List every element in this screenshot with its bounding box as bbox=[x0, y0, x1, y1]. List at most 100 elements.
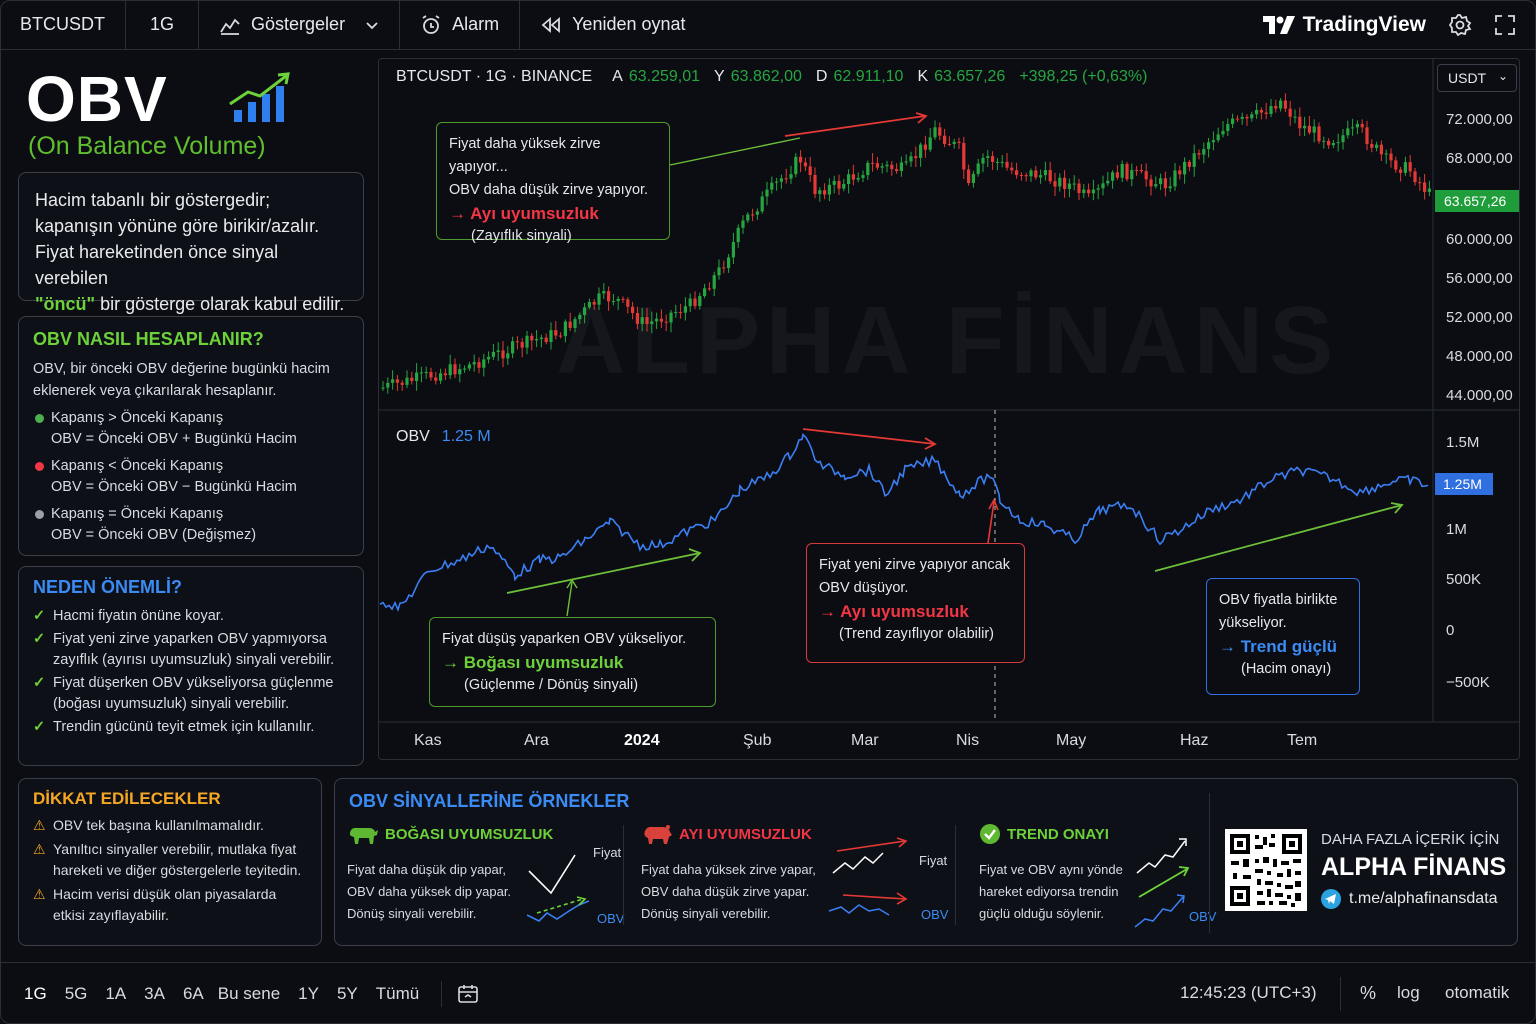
bearish-divergence-note-2: Fiyat yeni zirve yapıyor ancak OBV düşüy… bbox=[806, 543, 1025, 663]
promo-caption: DAHA FAZLA İÇERİK İÇİN bbox=[1321, 831, 1500, 848]
close-label: K bbox=[917, 68, 929, 85]
note-line: Fiyat düşüş yaparken OBV yükseliyor. bbox=[442, 631, 687, 647]
date-range-icon[interactable] bbox=[456, 983, 480, 1005]
trend-mini-chart bbox=[1134, 838, 1190, 928]
currency-label: USDT bbox=[1448, 70, 1487, 86]
note-line: Fiyat yeni zirve yapıyor ancak bbox=[819, 557, 1010, 573]
price-axis-tick: 44.000,00 bbox=[1446, 387, 1513, 404]
rule-condition: Kapanış > Önceki Kapanış bbox=[51, 410, 224, 426]
open-label: A bbox=[612, 68, 623, 85]
obv-legend-label[interactable]: OBV bbox=[396, 428, 430, 445]
obv-legend: OBV 1.25 M bbox=[396, 428, 491, 446]
replay-button[interactable]: Yeniden oynat bbox=[520, 0, 705, 50]
trend-example-text: Fiyat ve OBV aynı yönde hareket ediyorsa… bbox=[979, 862, 1123, 921]
obv-axis-tick: 1M bbox=[1446, 521, 1467, 538]
alarm-clock-icon bbox=[422, 14, 440, 34]
leading-indicator-highlight: "öncü" bbox=[35, 294, 96, 314]
red-dot-icon bbox=[35, 462, 44, 471]
importance-box: NEDEN ÖNEMLİ? ✓ Hacmi fiyatın önüne koyar… bbox=[18, 566, 364, 766]
divider bbox=[1340, 977, 1341, 1011]
clock[interactable]: 12:45:23 (UTC+3) bbox=[1180, 983, 1317, 1002]
bullish-mini-chart bbox=[526, 854, 590, 922]
obv-axis-tick: 500K bbox=[1446, 571, 1482, 588]
note-line: yükseliyor. bbox=[1219, 615, 1287, 631]
time-axis-label: Ara bbox=[524, 732, 549, 749]
warning-item: ⚠ Yanıltıcı sinyaller verebilir, mutlaka … bbox=[33, 839, 307, 881]
close-value: 63.657,26 bbox=[934, 68, 1006, 85]
timeframe-1g-button[interactable]: 1G bbox=[24, 983, 47, 1003]
high-value: 63.862,00 bbox=[730, 68, 802, 85]
symbol-label: BTCUSDT bbox=[20, 14, 105, 34]
low-label: D bbox=[815, 68, 828, 85]
bull-icon bbox=[349, 827, 378, 844]
price-axis-tick: 52.000,00 bbox=[1446, 309, 1513, 326]
obv-title: OBV bbox=[26, 63, 168, 135]
settings-gear-icon[interactable] bbox=[1448, 13, 1472, 37]
replay-icon bbox=[541, 16, 560, 33]
rule-item: Kapanış = Önceki Kapanış OBV = Önceki OBV… bbox=[33, 504, 349, 546]
chevron-down-icon: ⌄ bbox=[1497, 69, 1508, 83]
timeframe-5g-button[interactable]: 5G bbox=[64, 983, 88, 1003]
telegram-link-label: t.me/alphafinansdata bbox=[1349, 890, 1498, 907]
warning-text: Hacim verisi düşük olan piyasalarda etki… bbox=[53, 886, 277, 923]
warnings-title: DİKKAT EDİLECEKLER bbox=[33, 789, 221, 808]
description-line: kapanışın yönüne göre birikir/azalır. bbox=[35, 216, 320, 236]
bullish-divergence-note: Fiyat düşüş yaparken OBV yükseliyor. → B… bbox=[429, 617, 716, 707]
log-scale-button[interactable]: log bbox=[1397, 983, 1420, 1002]
watermark: ALPHA FİNANS bbox=[556, 286, 1339, 396]
importance-text: Trendin gücünü teyit etmek için kullanıl… bbox=[53, 719, 315, 735]
top-toolbar: BTCUSDT 1G Göstergeler Alarm Yeniden oyn… bbox=[0, 0, 1536, 50]
timeframe-6a-button[interactable]: 6A bbox=[182, 983, 204, 1003]
warning-triangle-icon: ⚠ bbox=[33, 841, 46, 857]
tradingview-logo-icon bbox=[1262, 16, 1295, 34]
timeframe-5y-button[interactable]: 5Y bbox=[336, 983, 358, 1003]
timeframe-all-button[interactable]: Tümü bbox=[375, 983, 420, 1003]
warning-text: Yanıltıcı sinyaller verebilir, mutlaka f… bbox=[53, 841, 302, 878]
importance-text: Hacmi fiyatın önüne koyar. bbox=[53, 608, 224, 624]
timeframe-1a-button[interactable]: 1A bbox=[105, 983, 127, 1003]
rule-condition: Kapanış < Önceki Kapanış bbox=[51, 458, 224, 474]
auto-scale-button[interactable]: otomatik bbox=[1445, 983, 1510, 1002]
alarm-label: Alarm bbox=[452, 14, 500, 34]
bullish-example-text: Fiyat daha düşük dip yapar, OBV daha yük… bbox=[347, 862, 512, 921]
checkmark-icon: ✓ bbox=[33, 675, 46, 691]
time-axis-label: Nis bbox=[956, 732, 980, 749]
trend-heading-label: TREND ONAYI bbox=[1007, 825, 1109, 843]
checkmark-icon: ✓ bbox=[33, 719, 46, 735]
fullscreen-icon[interactable] bbox=[1494, 14, 1516, 36]
rule-formula: OBV = Önceki OBV − Bugünkü Hacim bbox=[51, 479, 297, 495]
note-highlight: → Ayı uyumsuzluk bbox=[449, 204, 599, 223]
timeframe-1y-button[interactable]: 1Y bbox=[298, 983, 319, 1003]
indicators-button[interactable]: Göstergeler bbox=[199, 0, 401, 50]
note-line: OBV düşüyor. bbox=[819, 580, 909, 596]
alarm-button[interactable]: Alarm bbox=[400, 0, 521, 50]
bullish-example: BOĞASI UYUMSUZLUK Fiyat daha düşük dip y… bbox=[347, 823, 627, 927]
telegram-icon bbox=[1321, 889, 1341, 909]
note-line: (Trend zayıflıyor olabilir) bbox=[839, 626, 994, 642]
gray-dot-icon bbox=[35, 510, 44, 519]
telegram-link[interactable]: t.me/alphafinansdata bbox=[1321, 889, 1498, 909]
bearish-example: AYI UYUMSUZLUK Fiyat daha yüksek zirve y… bbox=[641, 823, 961, 925]
symbol-search-button[interactable]: BTCUSDT bbox=[0, 0, 126, 50]
timeframe-3a-button[interactable]: 3A bbox=[144, 983, 165, 1003]
qr-code-icon[interactable] bbox=[1225, 829, 1307, 911]
last-price-tag: 63.657,26 bbox=[1435, 190, 1519, 212]
interval-label: 1G bbox=[150, 14, 175, 34]
interval-button[interactable]: 1G bbox=[126, 0, 200, 50]
legend-symbol[interactable]: BTCUSDT · 1G · BINANCE bbox=[396, 68, 593, 85]
rule-condition: Kapanış = Önceki Kapanış bbox=[51, 506, 224, 522]
rule-formula: OBV = Önceki OBV (Değişmez) bbox=[51, 527, 257, 543]
mini-chart-obv-label: OBV bbox=[597, 911, 625, 926]
tradingview-logo[interactable]: TradingView bbox=[1262, 13, 1426, 37]
rule-formula: OBV = Önceki OBV + Bugünkü Hacim bbox=[51, 431, 297, 447]
signal-examples-panel: OBV SİNYALLERİNE ÖRNEKLER BOĞASI UYUMSUZ… bbox=[334, 778, 1518, 946]
time-axis-label: Şub bbox=[743, 732, 772, 749]
chart-container[interactable] bbox=[378, 58, 1520, 760]
trend-example-heading: TREND ONAYI bbox=[979, 823, 1209, 845]
check-circle-icon bbox=[980, 824, 1000, 844]
percent-scale-button[interactable]: % bbox=[1360, 983, 1377, 1003]
timeframe-ytd-button[interactable]: Bu sene bbox=[217, 983, 281, 1003]
note-line: (Hacim onayı) bbox=[1241, 661, 1332, 677]
warning-item: ⚠ Hacim verisi düşük olan piyasalarda etk… bbox=[33, 884, 307, 926]
currency-selector[interactable]: USDT ⌄ bbox=[1437, 64, 1517, 92]
